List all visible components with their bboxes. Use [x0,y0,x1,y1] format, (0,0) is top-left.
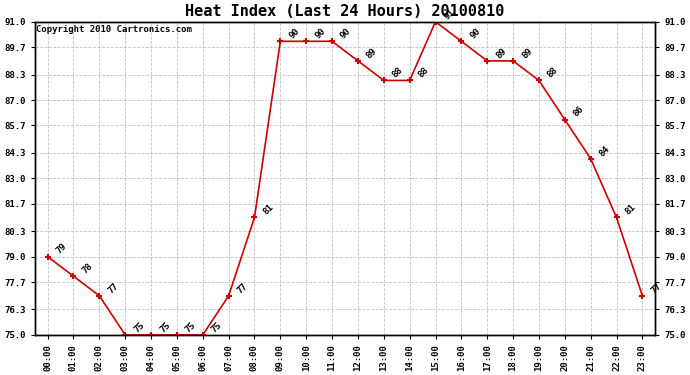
Text: 75: 75 [210,320,224,334]
Text: 89: 89 [520,46,534,60]
Text: 75: 75 [132,320,146,334]
Text: 89: 89 [494,46,508,60]
Text: Copyright 2010 Cartronics.com: Copyright 2010 Cartronics.com [36,25,192,34]
Text: 91: 91 [442,7,456,21]
Text: 88: 88 [546,66,560,80]
Text: 77: 77 [106,281,120,295]
Text: 77: 77 [235,281,250,295]
Text: 89: 89 [365,46,379,60]
Title: Heat Index (Last 24 Hours) 20100810: Heat Index (Last 24 Hours) 20100810 [186,4,504,19]
Text: 88: 88 [391,66,405,80]
Text: 86: 86 [572,105,586,119]
Text: 79: 79 [55,242,68,256]
Text: 90: 90 [469,27,482,40]
Text: 90: 90 [339,27,353,40]
Text: 81: 81 [262,203,275,217]
Text: 90: 90 [313,27,327,40]
Text: 88: 88 [417,66,431,80]
Text: 81: 81 [624,203,638,217]
Text: 77: 77 [649,281,663,295]
Text: 75: 75 [184,320,198,334]
Text: 84: 84 [598,144,611,158]
Text: 75: 75 [158,320,172,334]
Text: 90: 90 [287,27,302,40]
Text: 78: 78 [81,261,95,275]
